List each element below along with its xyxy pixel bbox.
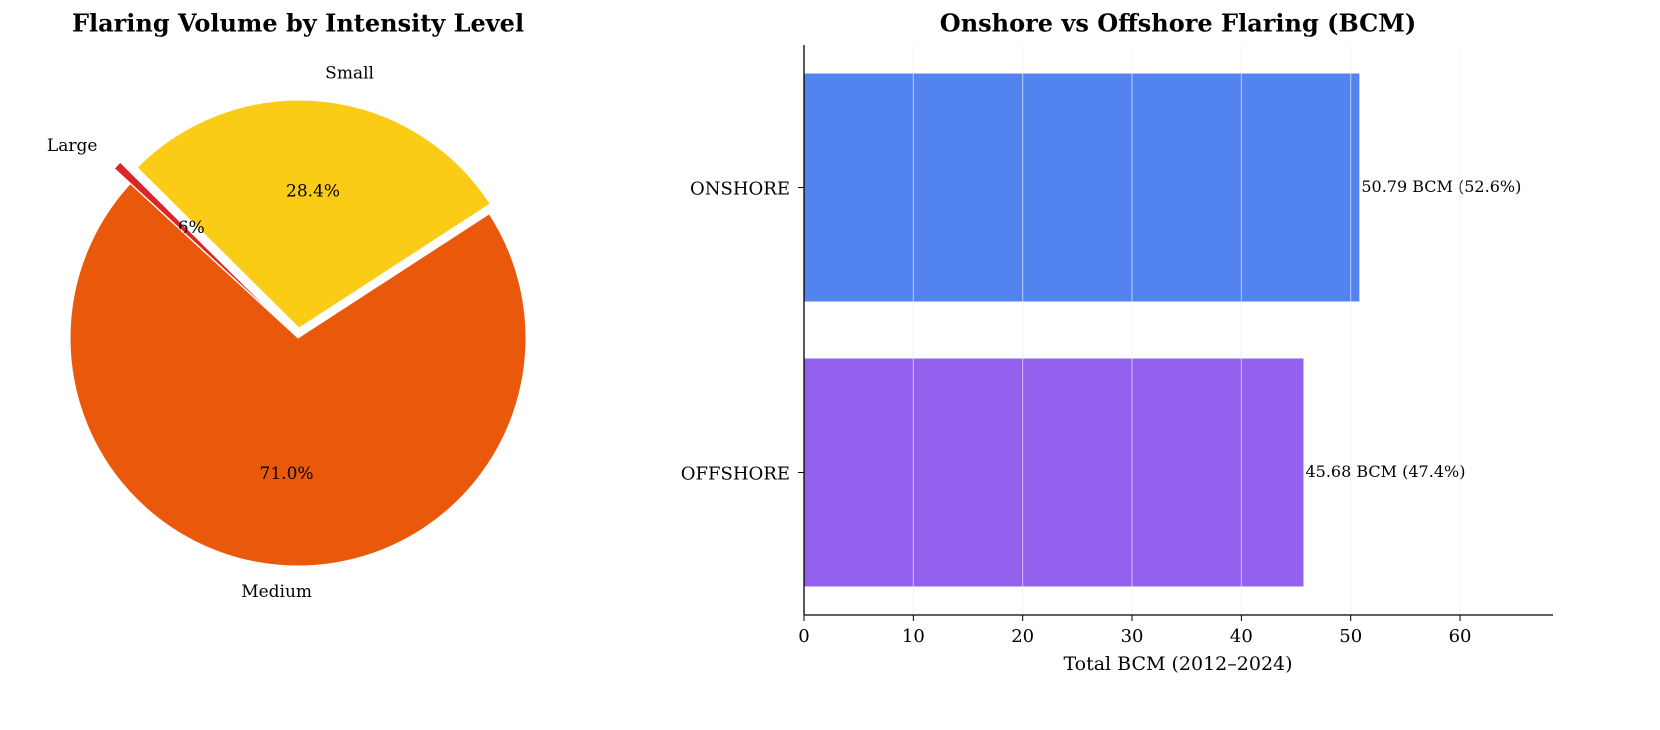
pie-slice (136, 99, 491, 329)
x-tick-label: 30 (1121, 626, 1144, 647)
bar (804, 358, 1304, 587)
bar-value-label: 45.68 BCM (47.4%) (1305, 462, 1465, 481)
x-tick-label: 20 (1011, 626, 1034, 647)
y-tick-label: ONSHORE (690, 179, 790, 200)
slice-value-label: 28.4% (286, 181, 340, 201)
slice-label: Large (47, 136, 98, 156)
pie-slice (113, 161, 283, 324)
bar (804, 73, 1360, 302)
y-tick-label: OFFSHORE (681, 464, 790, 485)
x-tick-label: 10 (902, 626, 925, 647)
pie-title: Flaring Volume by Intensity Level (72, 9, 524, 38)
slice-value-label: 71.0% (260, 464, 314, 484)
x-axis-label: Total BCM (2012–2024) (1063, 653, 1292, 675)
bar-title: Onshore vs Offshore Flaring (BCM) (940, 9, 1416, 38)
slice-label: Medium (241, 582, 312, 602)
x-tick-label: 0 (798, 626, 809, 647)
bar-value-label: 50.79 BCM (52.6%) (1361, 177, 1521, 196)
x-tick-label: 40 (1230, 626, 1253, 647)
x-tick-label: 60 (1449, 626, 1472, 647)
pie-slice (69, 182, 527, 567)
slice-label: Small (325, 64, 374, 84)
x-tick-label: 50 (1339, 626, 1362, 647)
